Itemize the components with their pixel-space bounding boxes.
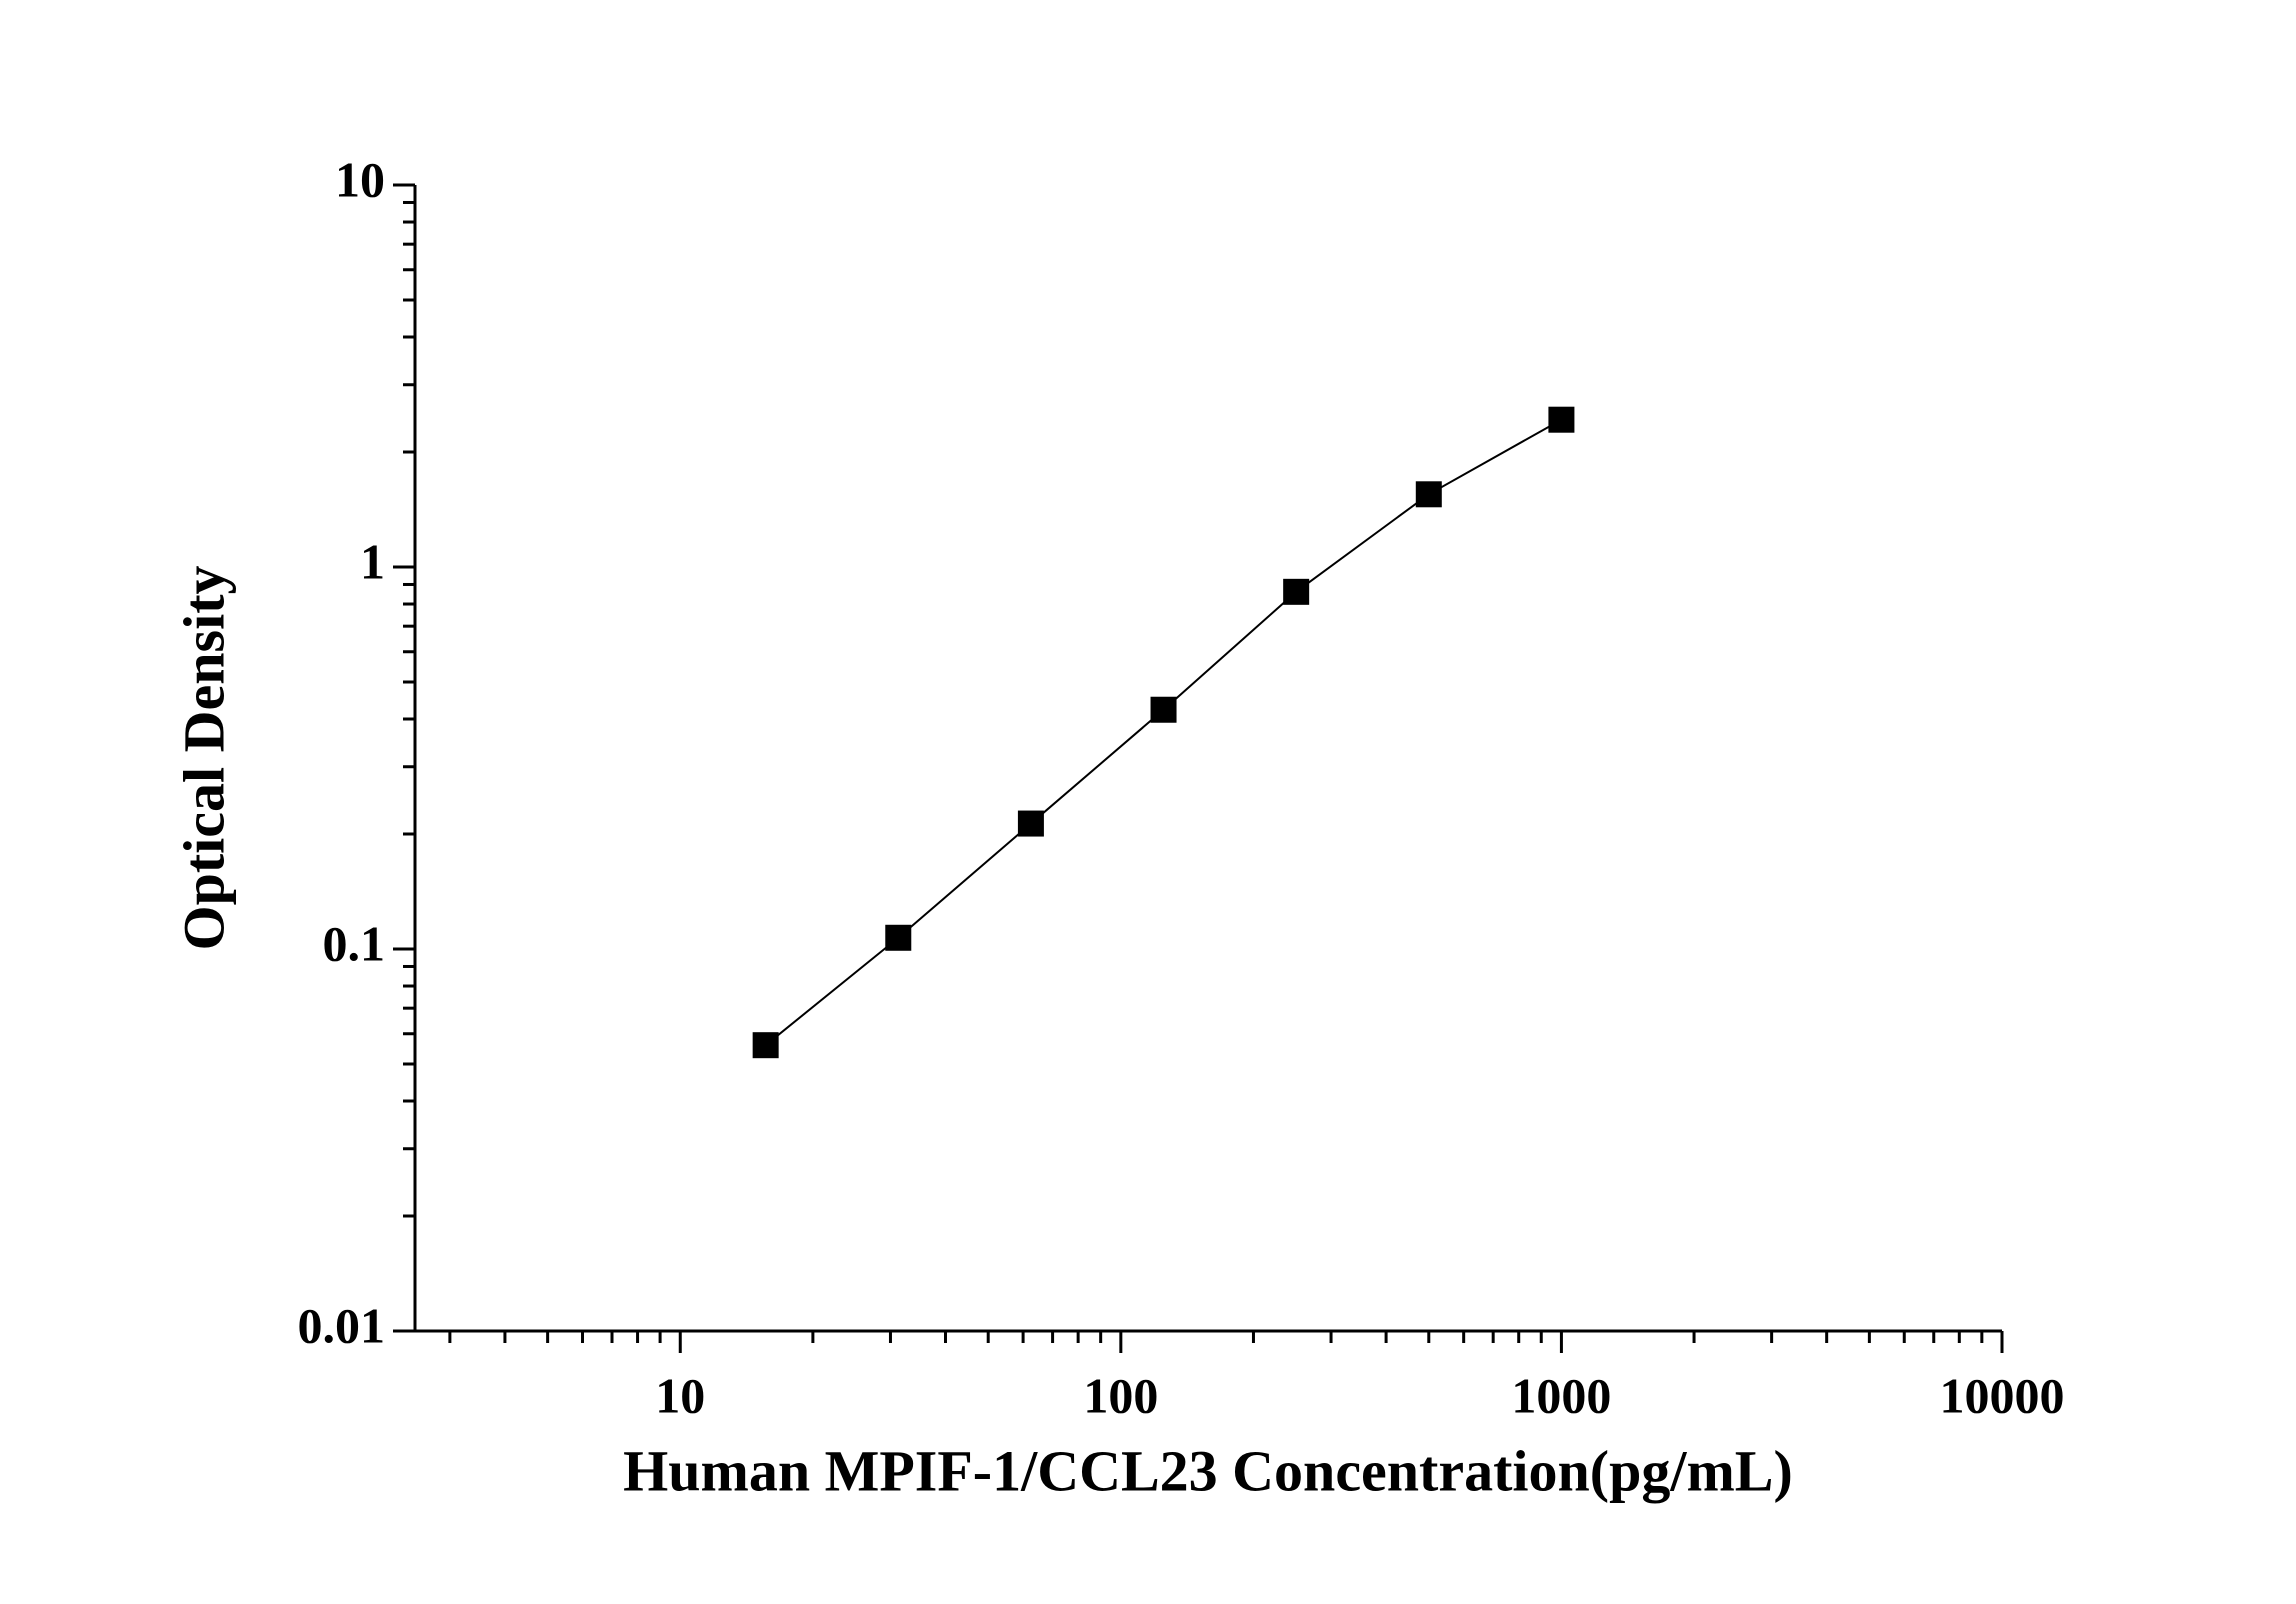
data-point <box>1017 810 1044 837</box>
x-tick-label: 10 <box>655 1367 705 1423</box>
y-tick-label: 0.01 <box>298 1297 386 1353</box>
series-line <box>765 418 1562 1046</box>
data-point <box>752 1032 779 1059</box>
data-point <box>1150 696 1177 723</box>
data-point <box>1415 481 1442 508</box>
data-point <box>885 924 912 951</box>
y-axis-label: Optical Density <box>171 565 236 950</box>
y-tick-label: 1 <box>360 533 385 589</box>
y-tick-label: 10 <box>335 151 385 207</box>
x-tick-label: 100 <box>1083 1367 1158 1423</box>
data-point <box>1283 578 1310 605</box>
x-tick-label: 10000 <box>1940 1367 2065 1423</box>
y-tick-label: 0.1 <box>323 915 386 971</box>
x-axis-label: Human MPIF-1/CCL23 Concentration(pg/mL) <box>623 1438 1793 1503</box>
x-tick-label: 1000 <box>1511 1367 1611 1423</box>
data-point <box>1548 406 1575 433</box>
